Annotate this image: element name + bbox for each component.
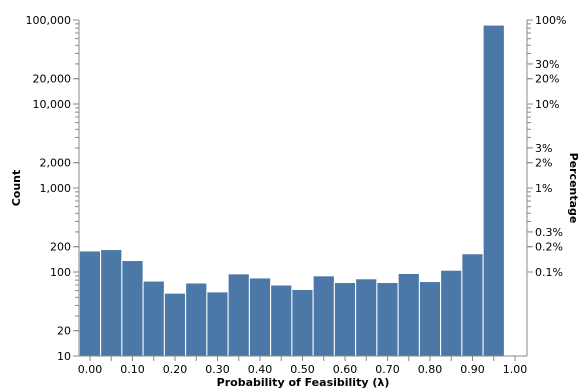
histogram-bar xyxy=(185,282,208,357)
y-ticks-group: 10 20 100 200 1,000 2,000 10,000 20,000 100,000 xyxy=(26,14,79,363)
x-tick-label: 0.30 xyxy=(205,363,230,376)
histogram-bar xyxy=(482,24,505,357)
y2-tick-label: 100% xyxy=(535,14,566,27)
y2-tick-label: 2% xyxy=(535,157,552,170)
x-tick-label: 0.20 xyxy=(163,363,188,376)
y2-ticks-group: 0.1% 0.2% 0.3% 1% 2% 3% 10% 20% 30% 100% xyxy=(527,14,566,279)
y2-axis-title: Percentage xyxy=(567,153,580,224)
x-tick-label: 0.70 xyxy=(375,363,400,376)
y-tick-label: 1,000 xyxy=(40,182,72,195)
bars-group xyxy=(78,24,505,357)
histogram-bar xyxy=(418,281,442,357)
y-tick-label: 20 xyxy=(57,325,71,338)
x-tick-label: 0.00 xyxy=(78,363,103,376)
y-axis-title: Count xyxy=(10,170,23,207)
histogram-bar xyxy=(142,280,165,357)
x-axis-title: Probability of Feasibility (λ) xyxy=(217,376,390,389)
y-tick-label: 200 xyxy=(50,241,71,254)
histogram-bar xyxy=(291,288,314,357)
y-tick-label: 100 xyxy=(50,266,71,279)
histogram-bar xyxy=(78,250,102,357)
y2-tick-label: 0.3% xyxy=(535,226,563,239)
x-tick-label: 0.90 xyxy=(460,363,485,376)
x-ticks-group: 0.00 0.10 0.20 0.30 0.40 0.50 0.60 0.70 0.80 0.90… xyxy=(78,356,528,376)
x-tick-label: 0.80 xyxy=(418,363,443,376)
y2-tick-label: 10% xyxy=(535,98,559,111)
histogram-bar xyxy=(461,253,484,357)
histogram-bar xyxy=(355,278,378,357)
histogram-bar xyxy=(333,281,357,357)
x-tick-label: 0.60 xyxy=(333,363,358,376)
y2-tick-label: 20% xyxy=(535,73,559,86)
y2-tick-label: 0.1% xyxy=(535,266,563,279)
histogram-bar xyxy=(248,277,272,357)
x-tick-label: 0.40 xyxy=(248,363,273,376)
histogram-bar xyxy=(227,273,250,357)
x-tick-label: 0.50 xyxy=(290,363,315,376)
histogram-bar xyxy=(163,292,187,357)
y-tick-label: 10,000 xyxy=(33,98,72,111)
x-tick-label: 0.10 xyxy=(120,363,145,376)
y-tick-label: 10 xyxy=(57,350,71,363)
x-tick-label: 1.00 xyxy=(503,363,528,376)
histogram-bar xyxy=(206,291,229,357)
y2-tick-label: 30% xyxy=(535,58,559,71)
y2-tick-label: 0.2% xyxy=(535,241,563,254)
histogram-bar xyxy=(270,284,293,357)
y-tick-label: 20,000 xyxy=(33,73,72,86)
y2-tick-label: 3% xyxy=(535,142,552,155)
histogram-bar xyxy=(100,249,123,357)
histogram-bar xyxy=(376,281,399,357)
y2-tick-label: 1% xyxy=(535,182,552,195)
histogram-bar xyxy=(440,269,463,357)
y-tick-label: 2,000 xyxy=(40,157,72,170)
histogram-bar xyxy=(397,272,420,357)
histogram-bar xyxy=(121,260,144,357)
y-tick-label: 100,000 xyxy=(26,14,72,27)
histogram-bar xyxy=(312,275,335,357)
